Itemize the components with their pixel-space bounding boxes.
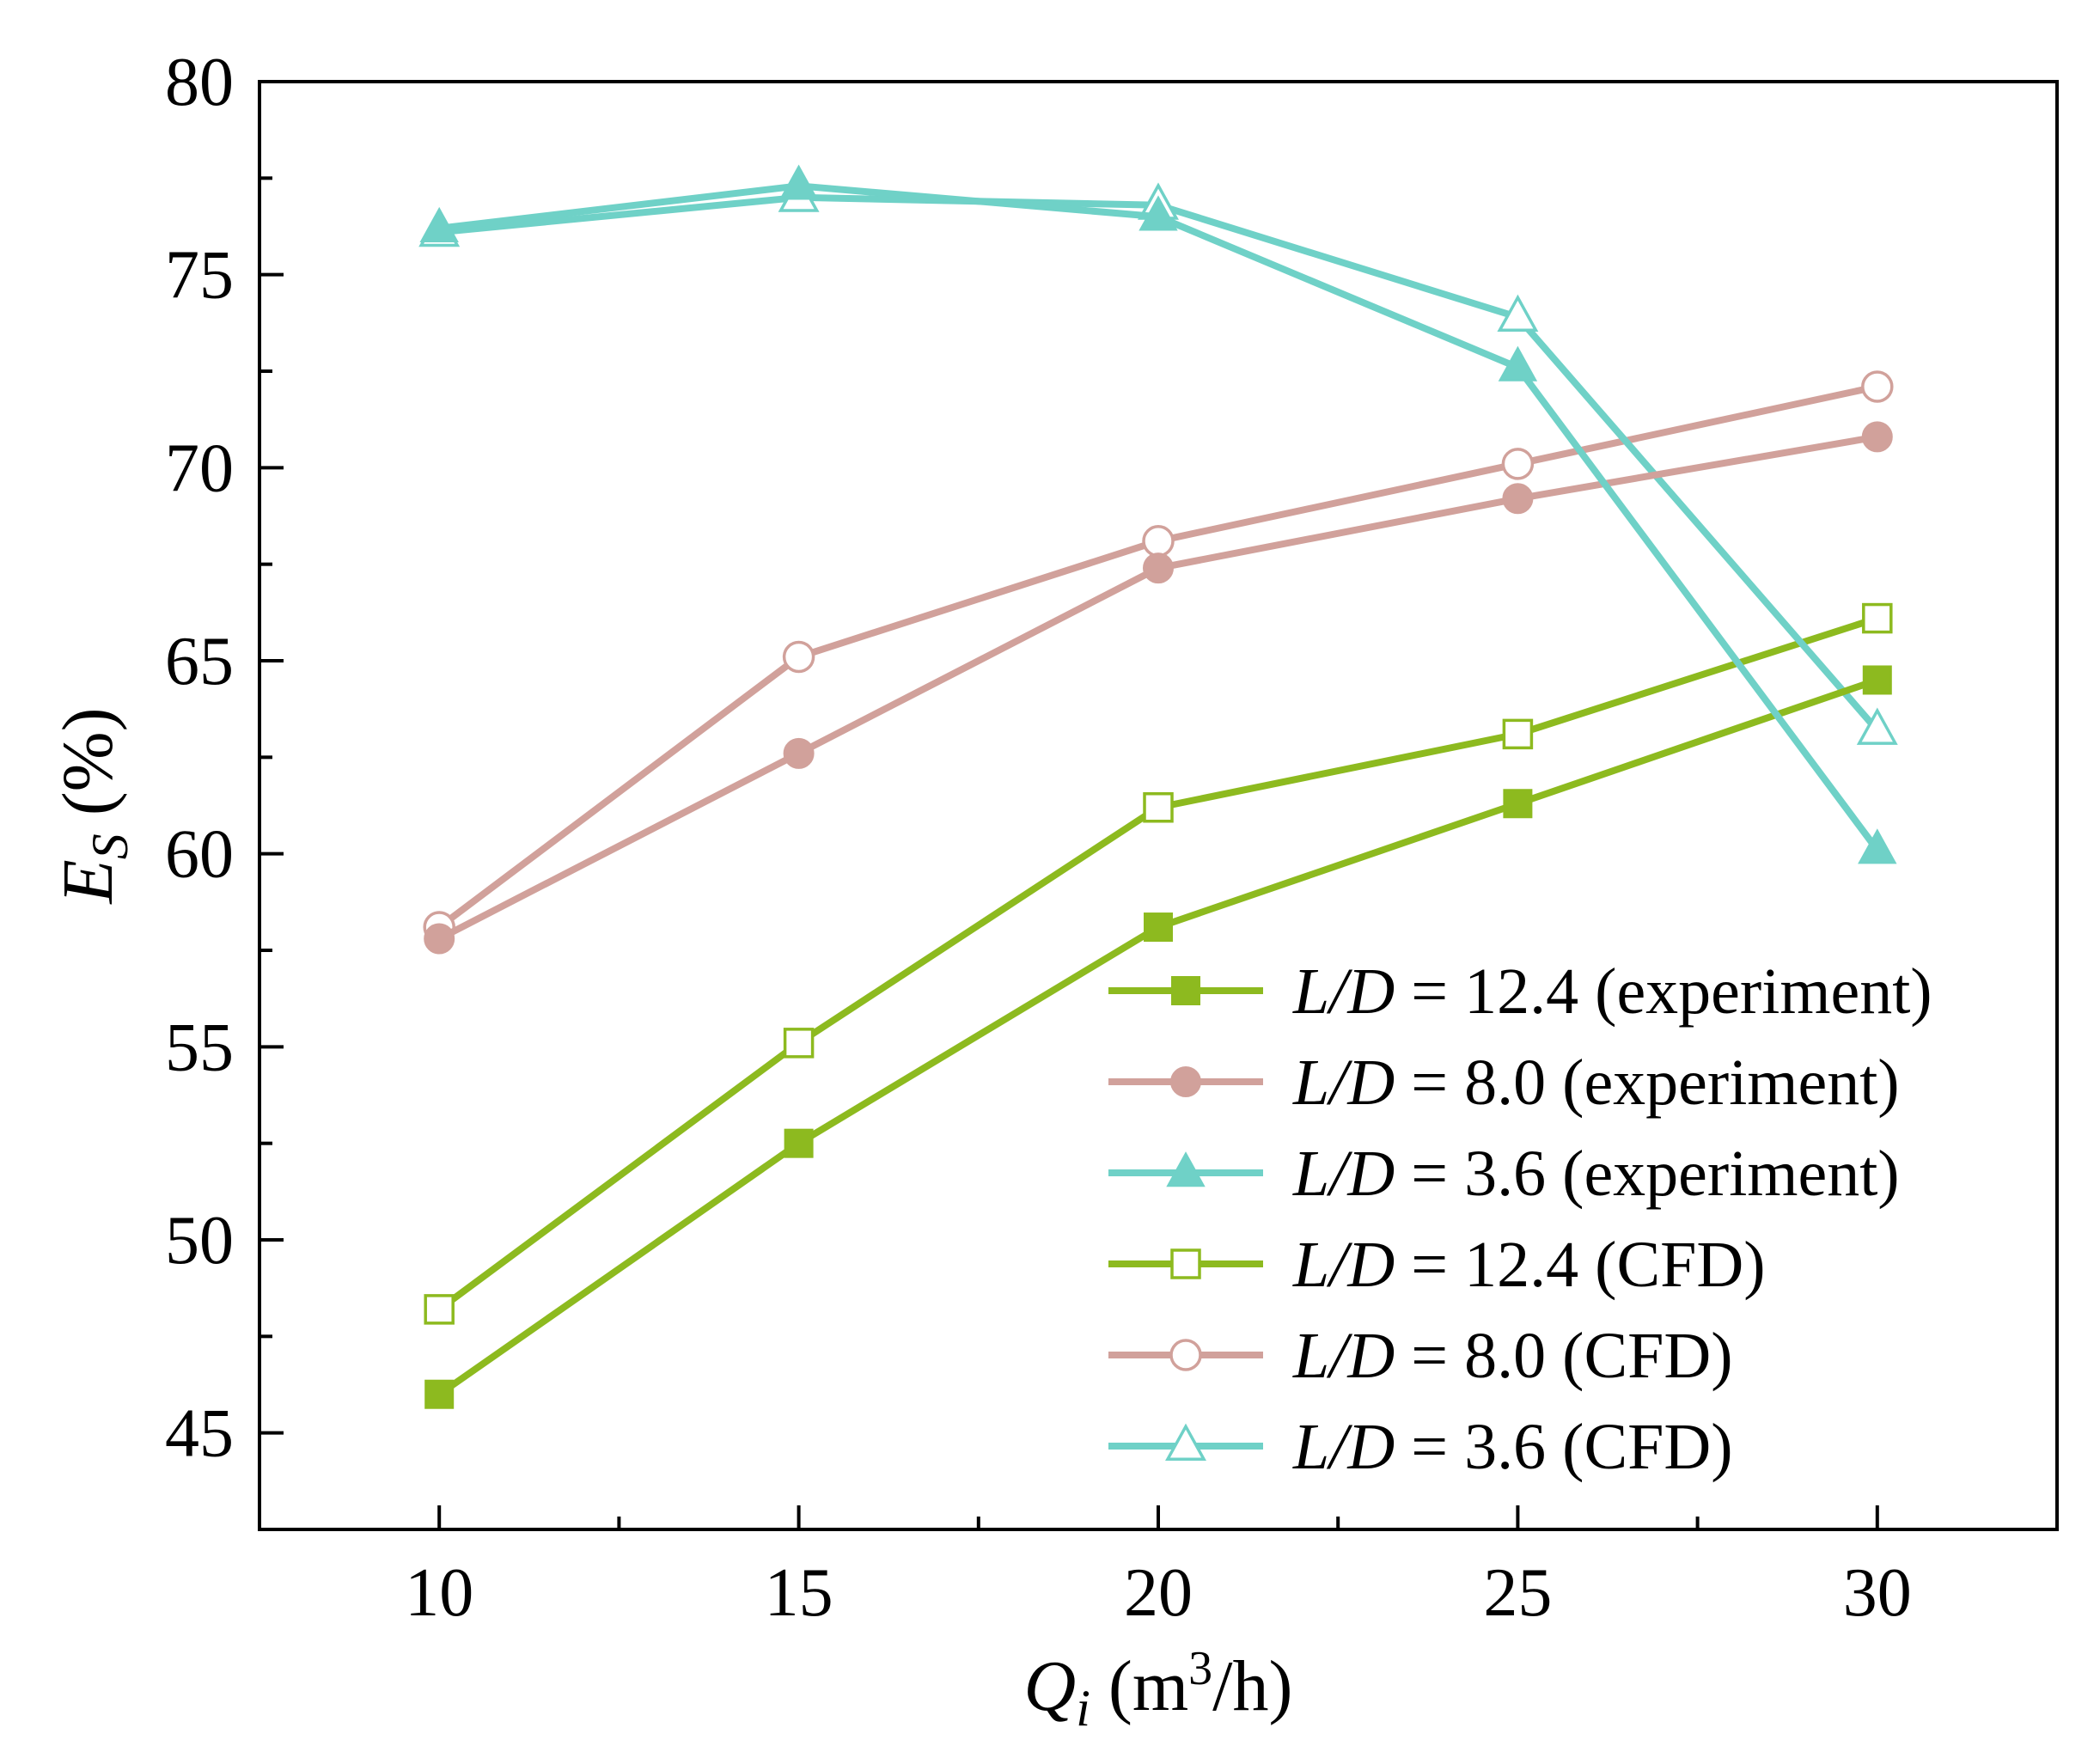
data-point-s5-4 <box>1856 707 1898 745</box>
data-point-s1-0 <box>424 923 455 955</box>
data-point-s4-1 <box>782 640 815 674</box>
data-point-s4-3 <box>1501 448 1535 480</box>
legend-marker-2 <box>1166 1151 1206 1187</box>
y-tick-label-4: 65 <box>165 624 234 699</box>
data-point-s3-3 <box>1502 718 1534 750</box>
series-1 <box>424 421 1893 955</box>
y-tick-label-0: 45 <box>165 1396 234 1472</box>
y-tick-label-5: 70 <box>165 430 234 506</box>
legend-item-4: L/D = 8.0 (CFD) <box>1108 1320 1733 1392</box>
legend-label-ld-1: L/D <box>1292 1047 1395 1119</box>
legend-label-ld-3: L/D <box>1292 1229 1395 1301</box>
data-point-s4-2 <box>1142 524 1175 558</box>
data-point-s5-3 <box>1497 294 1539 333</box>
data-point-s1-3 <box>1502 483 1534 515</box>
x-axis-unit-pre: (m <box>1090 1646 1188 1726</box>
legend-item-2: L/D = 3.6 (experiment) <box>1108 1138 1900 1210</box>
data-point-s0-4 <box>1862 665 1892 695</box>
legend-label-2: L/D = 3.6 (experiment) <box>1292 1138 1900 1210</box>
legend-marker-1 <box>1170 1066 1201 1097</box>
legend-label-5: L/D = 3.6 (CFD) <box>1292 1411 1733 1483</box>
y-axis-var: E <box>48 859 128 904</box>
legend-item-3: L/D = 12.4 (CFD) <box>1108 1229 1766 1301</box>
legend-label-eq-0: = 12.4 (experiment) <box>1395 955 1932 1028</box>
series-2 <box>419 164 1897 864</box>
legend: L/D = 12.4 (experiment)L/D = 8.0 (experi… <box>1108 955 1932 1483</box>
y-axis-title-group: ES (%) <box>48 707 138 904</box>
legend-marker-3 <box>1170 1248 1201 1279</box>
y-tick-label-7: 80 <box>165 45 234 120</box>
x-tick-label-2: 20 <box>1124 1555 1193 1631</box>
legend-label-4: L/D = 8.0 (CFD) <box>1292 1320 1733 1392</box>
legend-label-eq-3: = 12.4 (CFD) <box>1395 1229 1765 1301</box>
x-axis-unit-post: /h) <box>1212 1646 1292 1726</box>
series-line-2 <box>438 182 1881 852</box>
x-axis-unit-sup: 3 <box>1188 1642 1212 1695</box>
data-point-s3-4 <box>1862 602 1893 634</box>
data-point-s1-4 <box>1861 421 1893 453</box>
legend-label-ld-4: L/D <box>1292 1320 1395 1392</box>
y-axis-sub: S <box>82 833 138 859</box>
legend-item-1: L/D = 8.0 (experiment) <box>1108 1047 1900 1119</box>
y-axis-unit: (%) <box>48 707 128 833</box>
data-point-s3-0 <box>424 1294 455 1325</box>
y-tick-label-2: 55 <box>165 1010 234 1085</box>
data-point-s2-4 <box>1858 828 1897 864</box>
plot-layer <box>418 164 1898 1409</box>
data-point-s1-2 <box>1143 552 1174 584</box>
x-tick-label-0: 10 <box>405 1555 473 1631</box>
legend-label-eq-4: = 8.0 (CFD) <box>1395 1320 1732 1392</box>
y-tick-label-3: 60 <box>165 817 234 893</box>
legend-label-1: L/D = 8.0 (experiment) <box>1292 1047 1900 1119</box>
axes-layer: 10 15 20 25 30 45 50 55 60 65 70 75 80 Qi (m3/h) ES (%… <box>48 45 2059 1737</box>
legend-item-5: L/D = 3.6 (CFD) <box>1108 1411 1733 1483</box>
series-5 <box>418 174 1898 745</box>
legend-label-eq-2: = 3.6 (experiment) <box>1395 1138 1899 1210</box>
legend-label-ld-5: L/D <box>1292 1411 1395 1483</box>
series-0 <box>424 665 1892 1409</box>
series-line-5 <box>438 193 1880 733</box>
data-point-s2-1 <box>778 164 819 200</box>
data-point-s3-2 <box>1143 791 1174 823</box>
legend-marker-4 <box>1169 1339 1202 1371</box>
data-point-s2-0 <box>419 206 459 242</box>
legend-marker-5 <box>1165 1423 1206 1461</box>
legend-item-0: L/D = 12.4 (experiment) <box>1108 955 1932 1028</box>
y-tick-label-6: 75 <box>165 238 234 314</box>
x-tick-label-4: 30 <box>1843 1555 1912 1631</box>
legend-label-eq-1: = 8.0 (experiment) <box>1395 1047 1899 1119</box>
legend-label-ld-2: L/D <box>1292 1138 1395 1210</box>
data-point-s2-3 <box>1498 345 1538 381</box>
series-4 <box>423 370 1894 943</box>
legend-label-eq-5: = 3.6 (CFD) <box>1395 1411 1732 1483</box>
data-point-s0-2 <box>1144 913 1173 943</box>
data-point-s0-1 <box>784 1128 814 1158</box>
data-point-s0-0 <box>424 1379 455 1409</box>
data-point-s1-1 <box>783 737 815 769</box>
legend-marker-0 <box>1171 976 1200 1005</box>
data-point-s4-4 <box>1861 370 1894 403</box>
x-tick-label-1: 15 <box>765 1555 833 1631</box>
x-axis-title: Qi (m3/h) <box>1024 1642 1293 1737</box>
x-tick-label-3: 25 <box>1483 1555 1552 1631</box>
legend-label-ld-0: L/D <box>1292 955 1395 1028</box>
data-point-s0-3 <box>1503 789 1533 819</box>
y-tick-label-1: 50 <box>165 1203 234 1279</box>
data-point-s3-1 <box>783 1028 815 1059</box>
series-3 <box>424 602 1893 1325</box>
legend-label-0: L/D = 12.4 (experiment) <box>1292 955 1932 1028</box>
data-point-s2-2 <box>1139 195 1178 231</box>
legend-label-3: L/D = 12.4 (CFD) <box>1292 1229 1766 1301</box>
y-axis-title: ES (%) <box>48 707 138 904</box>
x-axis-var: Q <box>1024 1646 1077 1726</box>
x-axis-sub: i <box>1076 1680 1090 1737</box>
series-line-4 <box>436 383 1878 931</box>
